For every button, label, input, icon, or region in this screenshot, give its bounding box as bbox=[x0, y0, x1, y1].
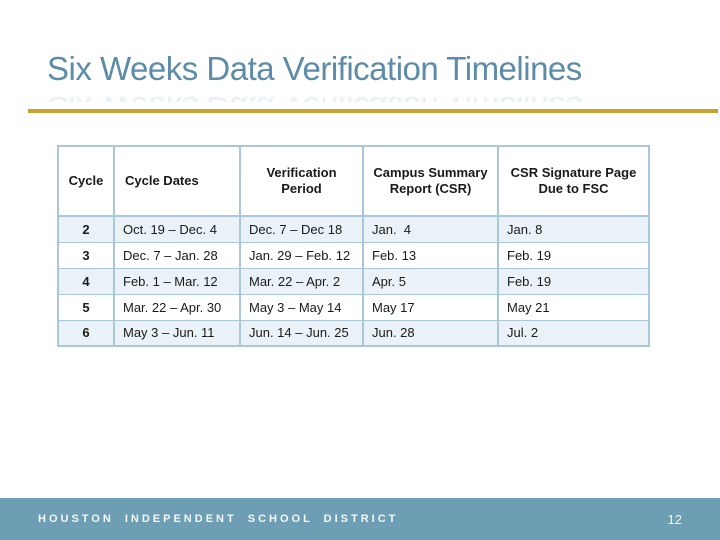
column-header-csr: Campus Summary Report (CSR) bbox=[362, 145, 499, 217]
cell-verification-period: Jan. 29 – Feb. 12 bbox=[239, 241, 364, 269]
cell-cycle: 6 bbox=[57, 319, 115, 347]
table-row-cycle-6: 6 May 3 – Jun. 11 Jun. 14 – Jun. 25 Jun.… bbox=[57, 319, 650, 347]
column-header-csr-signature: CSR Signature Page Due to FSC bbox=[497, 145, 650, 217]
cell-verification-period: Dec. 7 – Dec 18 bbox=[239, 215, 364, 243]
cell-csr-date: May 17 bbox=[362, 293, 499, 321]
page-number: 12 bbox=[667, 511, 682, 527]
cell-signature-due-date: Feb. 19 bbox=[497, 267, 650, 295]
footer-bar: HOUSTON INDEPENDENT SCHOOL DISTRICT 12 bbox=[0, 498, 720, 540]
title-block: Six Weeks Data Verification Timelines Si… bbox=[47, 50, 687, 102]
cell-verification-period: Mar. 22 – Apr. 2 bbox=[239, 267, 364, 295]
title-reflection-clip: Six Weeks Data Verification Timelines bbox=[47, 89, 687, 102]
column-header-cycle: Cycle bbox=[57, 145, 115, 217]
cell-signature-due-date: Jul. 2 bbox=[497, 319, 650, 347]
cell-cycle: 3 bbox=[57, 241, 115, 269]
table-header-row: Cycle Cycle Dates Verification Period Ca… bbox=[57, 145, 650, 217]
cell-cycle-dates: Mar. 22 – Apr. 30 bbox=[113, 293, 241, 321]
table-row-cycle-5: 5 Mar. 22 – Apr. 30 May 3 – May 14 May 1… bbox=[57, 293, 650, 321]
cell-cycle: 4 bbox=[57, 267, 115, 295]
cell-cycle-dates: May 3 – Jun. 11 bbox=[113, 319, 241, 347]
column-header-cycle-dates: Cycle Dates bbox=[113, 145, 241, 217]
table-row-cycle-3: 3 Dec. 7 – Jan. 28 Jan. 29 – Feb. 12 Feb… bbox=[57, 241, 650, 269]
cell-signature-due-date: Feb. 19 bbox=[497, 241, 650, 269]
cell-cycle-dates: Dec. 7 – Jan. 28 bbox=[113, 241, 241, 269]
cell-csr-date: Feb. 13 bbox=[362, 241, 499, 269]
cell-signature-due-date: Jan. 8 bbox=[497, 215, 650, 243]
cell-csr-date: Jun. 28 bbox=[362, 319, 499, 347]
column-header-verification-period: Verification Period bbox=[239, 145, 364, 217]
cell-cycle: 5 bbox=[57, 293, 115, 321]
district-name-text: HOUSTON INDEPENDENT SCHOOL DISTRICT bbox=[38, 513, 399, 525]
table-row-cycle-2: 2 Oct. 19 – Dec. 4 Dec. 7 – Dec 18 Jan. … bbox=[57, 215, 650, 243]
cell-cycle-dates: Oct. 19 – Dec. 4 bbox=[113, 215, 241, 243]
title-reflection: Six Weeks Data Verification Timelines bbox=[47, 89, 687, 102]
cell-csr-date: Jan. 4 bbox=[362, 215, 499, 243]
cell-verification-period: Jun. 14 – Jun. 25 bbox=[239, 319, 364, 347]
cell-verification-period: May 3 – May 14 bbox=[239, 293, 364, 321]
cell-cycle-dates: Feb. 1 – Mar. 12 bbox=[113, 267, 241, 295]
slide-title: Six Weeks Data Verification Timelines bbox=[47, 50, 582, 87]
cell-csr-date: Apr. 5 bbox=[362, 267, 499, 295]
cell-signature-due-date: May 21 bbox=[497, 293, 650, 321]
table-row-cycle-4: 4 Feb. 1 – Mar. 12 Mar. 22 – Apr. 2 Apr.… bbox=[57, 267, 650, 295]
accent-divider-line bbox=[28, 109, 718, 113]
verification-timelines-table: Cycle Cycle Dates Verification Period Ca… bbox=[57, 145, 650, 347]
cell-cycle: 2 bbox=[57, 215, 115, 243]
